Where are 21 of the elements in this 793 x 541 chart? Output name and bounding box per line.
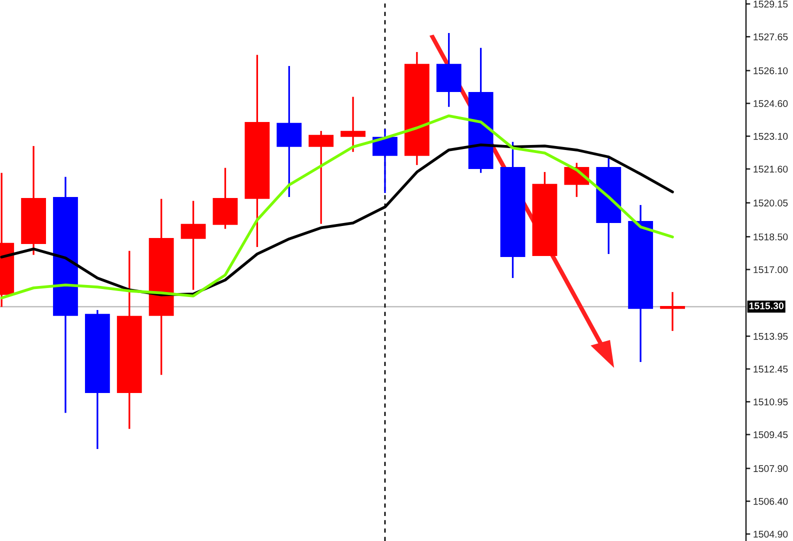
y-tick-label: 1529.15 [754, 0, 788, 8]
line-series [0, 114, 674, 300]
candlestick [340, 96, 366, 153]
candlestick [660, 291, 685, 332]
y-tick-label: 1509.45 [754, 431, 788, 438]
y-tick-label: 1510.95 [754, 398, 788, 406]
y-tick-label: 1526.10 [754, 67, 788, 74]
ref-line-label: 1515.30 [749, 302, 784, 310]
y-tick-label: 1504.90 [754, 530, 788, 538]
y-tick-label: 1507.90 [754, 465, 788, 472]
y-tick-label: 1524.60 [754, 100, 788, 108]
y-tick-label: 1521.60 [754, 166, 788, 173]
y-tick-label: 1523.10 [754, 132, 788, 140]
y-tick-label: 1520.05 [754, 200, 788, 206]
y-tick-label: 1513.95 [754, 332, 788, 340]
y-tick-label: 1518.50 [754, 233, 788, 240]
y-tick-label: 1527.65 [754, 33, 788, 40]
y-tick-label: 1517.00 [754, 266, 788, 274]
y-tick-label: 1512.45 [754, 366, 788, 373]
candlestick [308, 130, 334, 225]
y-tick-label: 1506.40 [754, 498, 788, 505]
